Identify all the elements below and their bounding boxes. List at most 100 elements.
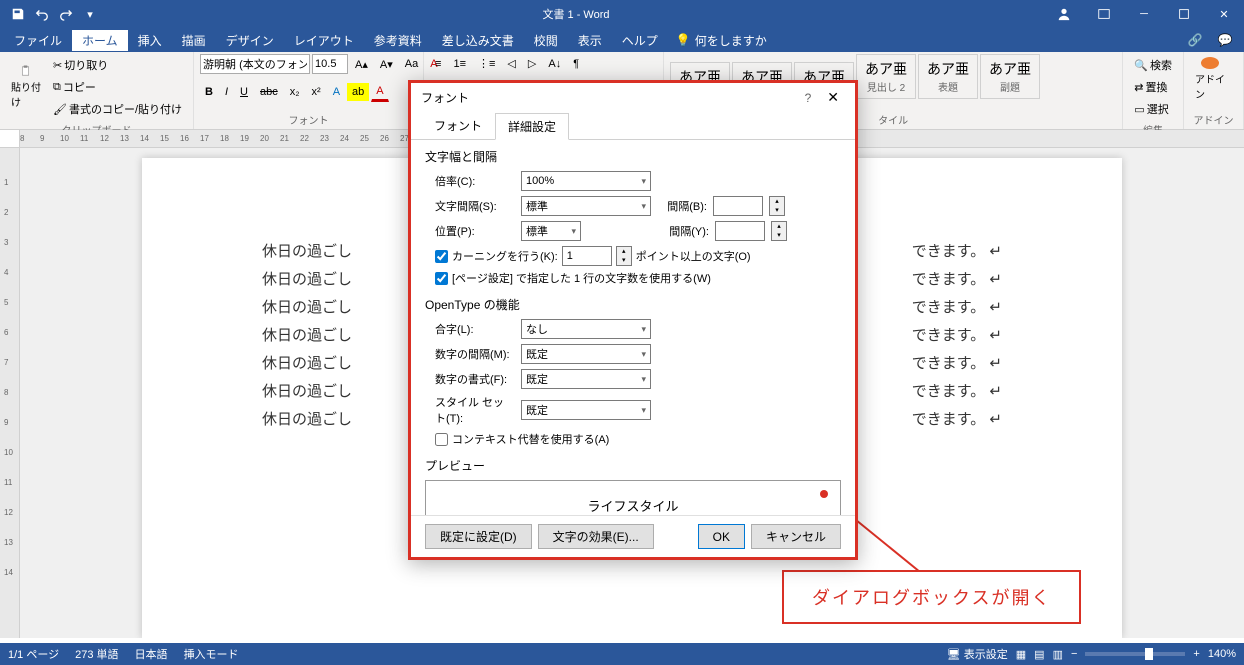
dialog-body: 文字幅と間隔 倍率(C): 100% 文字間隔(S): 標準 間隔(B): ▴▾… bbox=[411, 140, 855, 515]
font-color-button[interactable]: A bbox=[371, 82, 388, 102]
replace-button[interactable]: ⇄置換 bbox=[1129, 76, 1177, 98]
view-print-icon[interactable]: ▦ bbox=[1016, 648, 1026, 661]
font-size-select[interactable] bbox=[312, 54, 348, 74]
format-painter-button[interactable]: 🖌書式のコピー/貼り付け bbox=[48, 98, 187, 120]
multilevel-button[interactable]: ⋮≡ bbox=[473, 54, 500, 73]
menu-item-校閲[interactable]: 校閲 bbox=[524, 30, 568, 51]
num-forms-combo[interactable]: 既定 bbox=[521, 369, 651, 389]
indent-dec-button[interactable]: ◁ bbox=[502, 54, 520, 73]
cut-icon: ✂ bbox=[53, 59, 62, 72]
qat-more-icon[interactable]: ▾ bbox=[80, 4, 100, 24]
menu-item-ヘルプ[interactable]: ヘルプ bbox=[612, 30, 668, 51]
dialog-tabs: フォント 詳細設定 bbox=[411, 112, 855, 140]
menu-item-ファイル[interactable]: ファイル bbox=[4, 30, 72, 51]
context-alt-checkbox[interactable] bbox=[435, 433, 448, 446]
shrink-font-button[interactable]: A▾ bbox=[375, 55, 398, 74]
menu-item-デザイン[interactable]: デザイン bbox=[216, 30, 284, 51]
ok-button[interactable]: OK bbox=[698, 524, 745, 549]
menu-item-描画[interactable]: 描画 bbox=[172, 30, 216, 51]
set-default-button[interactable]: 既定に設定(D) bbox=[425, 524, 532, 549]
italic-button[interactable]: I bbox=[220, 83, 233, 101]
menu-item-参考資料[interactable]: 参考資料 bbox=[364, 30, 432, 51]
select-button[interactable]: ▭選択 bbox=[1129, 98, 1177, 120]
cut-button[interactable]: ✂切り取り bbox=[48, 54, 187, 76]
text-effects-button[interactable]: 文字の効果(E)... bbox=[538, 524, 654, 549]
dialog-close-icon[interactable]: ✕ bbox=[821, 89, 845, 106]
subscript-button[interactable]: x₂ bbox=[285, 83, 305, 101]
indent-inc-button[interactable]: ▷ bbox=[523, 54, 541, 73]
strike-button[interactable]: abc bbox=[255, 83, 283, 101]
style-item[interactable]: あア亜表題 bbox=[918, 54, 978, 99]
style-item[interactable]: あア亜見出し 2 bbox=[856, 54, 916, 99]
quick-access-toolbar: ▾ bbox=[0, 4, 108, 24]
undo-icon[interactable] bbox=[32, 4, 52, 24]
spacing-spinner[interactable]: ▴▾ bbox=[769, 196, 785, 216]
addin-button[interactable]: アドイン bbox=[1190, 54, 1230, 104]
save-icon[interactable] bbox=[8, 4, 28, 24]
copy-button[interactable]: ⧉コピー bbox=[48, 76, 187, 98]
zoom-slider[interactable] bbox=[1085, 652, 1185, 656]
menu-item-差し込み文書[interactable]: 差し込み文書 bbox=[432, 30, 524, 51]
display-settings[interactable]: 🖥 表示設定 bbox=[947, 646, 1008, 662]
zoom-out-icon[interactable]: − bbox=[1071, 648, 1077, 660]
highlight-button[interactable]: ab bbox=[347, 83, 369, 101]
num-spacing-combo[interactable]: 既定 bbox=[521, 344, 651, 364]
text-effects-button[interactable]: A bbox=[328, 83, 345, 101]
position-label: 位置(P): bbox=[435, 223, 515, 239]
bold-button[interactable]: B bbox=[200, 83, 218, 101]
ribbon-display-icon[interactable] bbox=[1084, 0, 1124, 28]
ligatures-combo[interactable]: なし bbox=[521, 319, 651, 339]
status-page[interactable]: 1/1 ページ bbox=[8, 646, 59, 662]
scale-combo[interactable]: 100% bbox=[521, 171, 651, 191]
maximize-icon[interactable] bbox=[1164, 0, 1204, 28]
close-icon[interactable]: ✕ bbox=[1204, 0, 1244, 28]
menu-item-ホーム[interactable]: ホーム bbox=[72, 30, 128, 51]
view-read-icon[interactable]: ▤ bbox=[1034, 648, 1044, 661]
status-lang[interactable]: 日本語 bbox=[135, 646, 168, 662]
bullets-button[interactable]: ≡ bbox=[430, 55, 446, 73]
font-name-select[interactable] bbox=[200, 54, 310, 74]
superscript-button[interactable]: x² bbox=[307, 83, 326, 101]
zoom-in-icon[interactable]: + bbox=[1193, 648, 1199, 660]
grow-font-button[interactable]: A▴ bbox=[350, 55, 373, 74]
comments-icon[interactable]: 💬 bbox=[1210, 26, 1240, 54]
tell-me[interactable]: 💡 何をしますか bbox=[676, 32, 767, 49]
spacing-by-input[interactable] bbox=[713, 196, 763, 216]
position-spinner[interactable]: ▴▾ bbox=[771, 221, 787, 241]
underline-button[interactable]: U bbox=[235, 83, 253, 101]
spacing-combo[interactable]: 標準 bbox=[521, 196, 651, 216]
grid-checkbox[interactable] bbox=[435, 272, 448, 285]
paste-button[interactable]: 貼り付け bbox=[6, 62, 46, 112]
account-icon[interactable] bbox=[1044, 0, 1084, 28]
change-case-button[interactable]: Aa bbox=[400, 55, 423, 73]
status-words[interactable]: 273 単語 bbox=[75, 646, 118, 662]
position-by-input[interactable] bbox=[715, 221, 765, 241]
share-icon[interactable]: 🔗 bbox=[1180, 26, 1210, 54]
kerning-label: カーニングを行う(K): bbox=[452, 248, 558, 264]
style-item[interactable]: あア亜副題 bbox=[980, 54, 1040, 99]
lightbulb-icon: 💡 bbox=[676, 33, 691, 47]
show-marks-button[interactable]: ¶ bbox=[568, 55, 584, 73]
kerning-checkbox[interactable] bbox=[435, 250, 448, 263]
zoom-level[interactable]: 140% bbox=[1208, 648, 1236, 660]
menu-item-挿入[interactable]: 挿入 bbox=[128, 30, 172, 51]
cancel-button[interactable]: キャンセル bbox=[751, 524, 841, 549]
dialog-help-icon[interactable]: ? bbox=[805, 91, 812, 105]
numbering-button[interactable]: 1≡ bbox=[448, 55, 471, 73]
status-mode[interactable]: 挿入モード bbox=[184, 646, 239, 662]
section-spacing: 文字幅と間隔 bbox=[425, 148, 841, 165]
view-web-icon[interactable]: ▥ bbox=[1053, 648, 1063, 661]
menu-item-レイアウト[interactable]: レイアウト bbox=[284, 30, 364, 51]
menu-item-表示[interactable]: 表示 bbox=[568, 30, 612, 51]
minimize-icon[interactable]: ─ bbox=[1124, 0, 1164, 28]
find-button[interactable]: 🔍検索 bbox=[1129, 54, 1177, 76]
sort-button[interactable]: A↓ bbox=[543, 55, 566, 73]
position-combo[interactable]: 標準 bbox=[521, 221, 581, 241]
redo-icon[interactable] bbox=[56, 4, 76, 24]
tab-font[interactable]: フォント bbox=[421, 112, 495, 139]
kerning-spinner[interactable]: ▴▾ bbox=[616, 246, 632, 266]
tab-advanced[interactable]: 詳細設定 bbox=[495, 113, 569, 140]
kerning-input[interactable] bbox=[562, 246, 612, 266]
dialog-title: フォント bbox=[421, 89, 805, 106]
style-set-combo[interactable]: 既定 bbox=[521, 400, 651, 420]
